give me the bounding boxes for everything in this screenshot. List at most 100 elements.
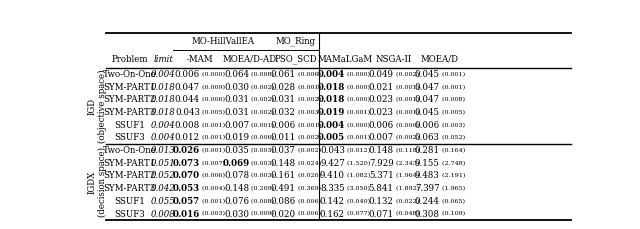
Text: 0.037: 0.037	[271, 146, 296, 155]
Text: 0.028: 0.028	[270, 83, 296, 92]
Text: 0.020: 0.020	[270, 210, 296, 218]
Text: (0.001): (0.001)	[200, 123, 225, 128]
Text: (0.118): (0.118)	[394, 148, 419, 153]
Text: 0.008: 0.008	[175, 121, 200, 130]
Text: 0.004: 0.004	[151, 70, 176, 79]
Text: (0.001): (0.001)	[345, 110, 370, 115]
Text: (0.001): (0.001)	[394, 97, 419, 102]
Text: (0.209): (0.209)	[250, 186, 275, 191]
Text: SSUF1: SSUF1	[114, 121, 145, 130]
Text: 0.244: 0.244	[415, 197, 440, 206]
Text: 7.397: 7.397	[415, 184, 440, 193]
Text: 0.023: 0.023	[369, 95, 394, 104]
Text: 0.049: 0.049	[369, 70, 394, 79]
Text: (0.003): (0.003)	[440, 123, 465, 128]
Text: 0.031: 0.031	[225, 95, 250, 104]
Text: 0.005: 0.005	[317, 133, 345, 142]
Text: MOEA/D-AD: MOEA/D-AD	[222, 55, 276, 64]
Text: (0.369): (0.369)	[296, 186, 321, 191]
Text: 0.308: 0.308	[415, 210, 440, 218]
Text: (0.006): (0.006)	[296, 72, 321, 77]
Text: 0.070: 0.070	[173, 172, 200, 180]
Text: 5.371: 5.371	[369, 172, 394, 180]
Text: 0.148: 0.148	[369, 146, 394, 155]
Text: 0.006: 0.006	[369, 121, 394, 130]
Text: 0.069: 0.069	[222, 159, 250, 168]
Text: (0.002): (0.002)	[250, 85, 275, 90]
Text: 0.030: 0.030	[225, 210, 250, 218]
Text: 0.018: 0.018	[317, 83, 345, 92]
Text: 0.007: 0.007	[369, 133, 394, 142]
Text: Problem: Problem	[111, 55, 148, 64]
Text: (0.006): (0.006)	[200, 173, 225, 179]
Text: (0.005): (0.005)	[440, 110, 465, 115]
Text: 0.132: 0.132	[369, 197, 394, 206]
Text: (0.001): (0.001)	[394, 85, 419, 90]
Text: (0.003): (0.003)	[250, 148, 275, 153]
Text: 0.026: 0.026	[173, 146, 200, 155]
Text: (0.003): (0.003)	[296, 110, 321, 115]
Text: (0.002): (0.002)	[250, 97, 275, 102]
Text: 7.929: 7.929	[369, 159, 394, 168]
Text: (0.065): (0.065)	[440, 199, 465, 204]
Text: (0.001): (0.001)	[200, 135, 225, 140]
Text: SYM-PART3: SYM-PART3	[104, 184, 156, 193]
Text: SYM-PART2: SYM-PART2	[104, 172, 156, 180]
Text: 9.410: 9.410	[320, 172, 345, 180]
Text: 9.155: 9.155	[415, 159, 440, 168]
Text: (0.001): (0.001)	[200, 148, 225, 153]
Text: (0.002): (0.002)	[296, 97, 321, 102]
Text: 0.011: 0.011	[270, 133, 296, 142]
Text: 0.047: 0.047	[415, 83, 440, 92]
Text: 0.007: 0.007	[224, 121, 250, 130]
Text: (3.050): (3.050)	[345, 186, 370, 191]
Text: (0.000): (0.000)	[345, 72, 370, 77]
Text: 0.057: 0.057	[173, 197, 200, 206]
Text: 0.004: 0.004	[151, 121, 176, 130]
Text: (0.164): (0.164)	[440, 148, 465, 153]
Text: 0.013: 0.013	[151, 146, 176, 155]
Text: (2.343): (2.343)	[394, 161, 419, 166]
Text: 0.071: 0.071	[369, 210, 394, 218]
Text: 5.841: 5.841	[369, 184, 394, 193]
Text: (0.040): (0.040)	[345, 199, 370, 204]
Text: (2.191): (2.191)	[440, 173, 465, 179]
Text: (0.009): (0.009)	[200, 85, 225, 90]
Text: 0.073: 0.073	[173, 159, 200, 168]
Text: 0.142: 0.142	[320, 197, 345, 206]
Text: 0.063: 0.063	[415, 133, 440, 142]
Text: 0.006: 0.006	[415, 121, 440, 130]
Text: (0.001): (0.001)	[200, 199, 225, 204]
Text: (0.006): (0.006)	[296, 211, 321, 217]
Text: 0.006: 0.006	[270, 121, 296, 130]
Text: 0.042: 0.042	[151, 184, 176, 193]
Text: MOEA/D: MOEA/D	[420, 55, 459, 64]
Text: 0.051: 0.051	[151, 159, 176, 168]
Text: (0.002): (0.002)	[250, 110, 275, 115]
Text: 0.281: 0.281	[415, 146, 440, 155]
Text: 0.148: 0.148	[270, 159, 296, 168]
Text: 0.030: 0.030	[225, 83, 250, 92]
Text: (0.002): (0.002)	[394, 135, 419, 140]
Text: 0.023: 0.023	[369, 108, 394, 117]
Text: 0.076: 0.076	[225, 197, 250, 206]
Text: 9.427: 9.427	[320, 159, 345, 168]
Text: 0.031: 0.031	[225, 108, 250, 117]
Text: (0.003): (0.003)	[200, 211, 225, 217]
Text: limit: limit	[154, 55, 173, 64]
Text: Two-On-One: Two-On-One	[103, 146, 156, 155]
Text: (0.001): (0.001)	[296, 85, 321, 90]
Text: 0.018: 0.018	[151, 95, 176, 104]
Text: (2.748): (2.748)	[440, 161, 465, 166]
Text: (0.003): (0.003)	[250, 161, 275, 166]
Text: 0.162: 0.162	[320, 210, 345, 218]
Text: (0.001): (0.001)	[296, 123, 321, 128]
Text: 0.064: 0.064	[225, 70, 250, 79]
Text: 0.061: 0.061	[270, 70, 296, 79]
Text: (0.109): (0.109)	[440, 211, 465, 217]
Text: SSUF1: SSUF1	[114, 197, 145, 206]
Text: (0.001): (0.001)	[440, 85, 465, 90]
Text: (0.009): (0.009)	[250, 211, 275, 217]
Text: (0.007): (0.007)	[200, 161, 225, 166]
Text: (0.005): (0.005)	[200, 110, 225, 115]
